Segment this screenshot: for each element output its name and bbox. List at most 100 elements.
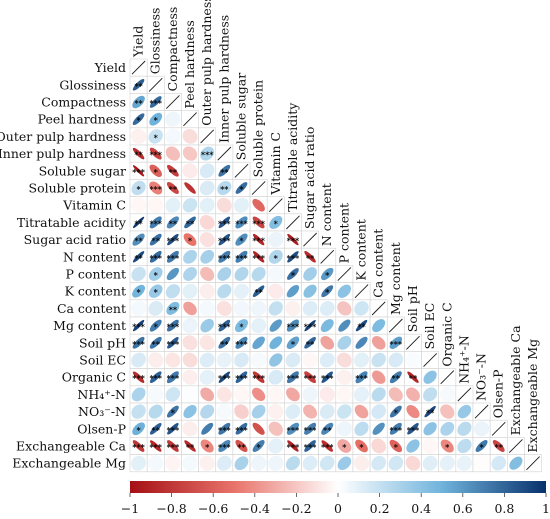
correlation-ellipse — [165, 111, 181, 127]
colorbar-tick-label: −0.2 — [281, 501, 311, 516]
cell-inner-pulp-hardness-peel-hardness — [181, 144, 199, 163]
cell-nh-n-glossiness — [146, 385, 165, 404]
correlation-ellipse — [269, 215, 283, 229]
cell-no-n-ca-content — [369, 402, 388, 421]
cell-n-content-peel-hardness — [181, 247, 199, 266]
correlation-ellipse — [183, 267, 197, 281]
cell-sugar-acid-ratio-outer-pulp-hardness — [198, 230, 217, 249]
cell-soluble-sugar-inner-pulp-hardness: ** — [215, 161, 234, 180]
correlation-ellipse — [269, 353, 283, 367]
cell-no-n-soil-ec: ** — [421, 402, 439, 421]
cell-organic-c-yield: *** — [129, 368, 148, 387]
cell-n-content-titratable-acidity: *** — [284, 247, 302, 266]
colorbar-tick-label: −0.8 — [156, 501, 186, 516]
correlation-ellipse — [372, 422, 385, 435]
correlation-ellipse — [252, 336, 265, 350]
correlation-ellipse — [184, 182, 196, 194]
cell-soil-ph-yield: *** — [129, 333, 148, 352]
cell-ca-content-peel-hardness — [181, 299, 199, 318]
correlation-ellipse — [268, 421, 283, 436]
significance-marker: ** — [323, 425, 332, 435]
cell-exchangeable-mg-sugar-acid-ratio — [301, 454, 319, 473]
cell-soil-ph-peel-hardness — [181, 333, 199, 352]
correlation-ellipse — [252, 387, 266, 402]
significance-marker: *** — [167, 339, 180, 349]
cell-vitamin-c-peel-hardness — [181, 196, 199, 215]
correlation-ellipse — [303, 267, 317, 281]
row-label-n-content: N content — [63, 249, 126, 264]
cell-k-content-sugar-acid-ratio — [301, 282, 319, 301]
significance-marker: ** — [169, 184, 178, 194]
correlation-ellipse — [321, 371, 333, 383]
correlation-ellipse — [473, 455, 490, 471]
significance-marker: * — [274, 218, 279, 228]
correlation-ellipse — [199, 283, 215, 299]
correlation-ellipse — [166, 319, 179, 332]
correlation-ellipse — [235, 336, 248, 349]
cell-peel-hardness-glossiness: * — [146, 110, 165, 129]
cell-exchangeable-mg-soil-ec — [421, 454, 439, 473]
correlation-ellipse — [235, 250, 248, 263]
correlation-ellipse — [165, 352, 181, 368]
cell-nh-n-sugar-acid-ratio — [301, 385, 319, 404]
cell-k-content-glossiness: * — [146, 282, 165, 301]
cell-inner-pulp-hardness-glossiness: *** — [146, 144, 165, 163]
cell-titratable-acidity-soluble-sugar: *** — [232, 213, 251, 232]
correlation-ellipse — [200, 249, 215, 264]
correlation-ellipse — [149, 216, 162, 229]
colorbar-ticks: −1 −0.8 −0.6 −0.4 −0.2 0 0.2 0.4 0.6 0.8 1 — [121, 493, 550, 516]
cell-olsen-p-peel-hardness — [181, 419, 199, 438]
significance-marker: ** — [169, 167, 178, 177]
correlation-ellipse — [354, 301, 369, 316]
significance-marker: * — [291, 339, 296, 349]
cell-k-content-p-content — [335, 282, 354, 301]
correlation-ellipse — [182, 163, 198, 179]
correlation-ellipse — [166, 182, 179, 194]
cell-olsen-p-mg-content: *** — [386, 419, 405, 438]
cell-soluble-protein-inner-pulp-hardness: ** — [215, 179, 234, 197]
significance-marker: ** — [186, 218, 195, 228]
cell-p-content-glossiness: * — [146, 265, 165, 283]
correlation-ellipse — [371, 387, 386, 402]
cell-nh-n-soluble-sugar — [232, 385, 251, 404]
correlation-ellipse — [252, 285, 265, 297]
significance-marker: *** — [304, 373, 317, 383]
cell-olsen-p-n-content: ** — [318, 419, 337, 438]
correlation-ellipse — [389, 439, 403, 453]
correlation-ellipse — [149, 147, 162, 160]
correlation-ellipse — [235, 216, 248, 229]
significance-marker: * — [394, 408, 399, 418]
cell-no-n-n-content — [318, 402, 337, 421]
cell-exchangeable-ca-ca-content — [369, 437, 388, 455]
cell-olsen-p-soil-ph: *** — [404, 419, 422, 438]
correlation-ellipse — [216, 300, 232, 316]
row-label-ca-content: Ca content — [57, 301, 126, 316]
significance-marker: *** — [167, 442, 180, 452]
row-label-olsen-p: Olsen-P — [77, 421, 126, 436]
correlation-ellipse — [132, 371, 145, 383]
cell-k-content-outer-pulp-hardness — [198, 282, 217, 301]
correlation-ellipse — [321, 440, 333, 452]
significance-marker: *** — [321, 373, 334, 383]
correlation-ellipse — [200, 439, 214, 453]
significance-marker: * — [154, 287, 159, 297]
row-label-yield: Yield — [94, 60, 126, 75]
correlation-ellipse — [355, 336, 368, 349]
significance-marker: ** — [169, 218, 178, 228]
row-label-soil-ec: Soil EC — [79, 353, 126, 368]
significance-marker: ** — [186, 442, 195, 452]
cell-soluble-sugar-outer-pulp-hardness — [198, 161, 217, 180]
cell-sugar-acid-ratio-sugar-acid-ratio — [301, 230, 319, 249]
cell-mg-content-p-content — [335, 316, 354, 335]
correlation-ellipse — [218, 164, 231, 177]
correlation-ellipse — [200, 266, 215, 282]
correlation-ellipse — [132, 216, 145, 229]
cell-organic-c-p-content — [335, 368, 354, 387]
significance-marker: *** — [304, 322, 317, 332]
column-label-n-content: N content — [319, 183, 334, 246]
cell-p-content-soluble-protein — [249, 265, 268, 283]
significance-marker: ** — [426, 408, 435, 418]
correlation-ellipse — [302, 300, 318, 316]
significance-marker: ** — [306, 339, 315, 349]
colorbar-tick-label: 0.2 — [370, 501, 390, 516]
